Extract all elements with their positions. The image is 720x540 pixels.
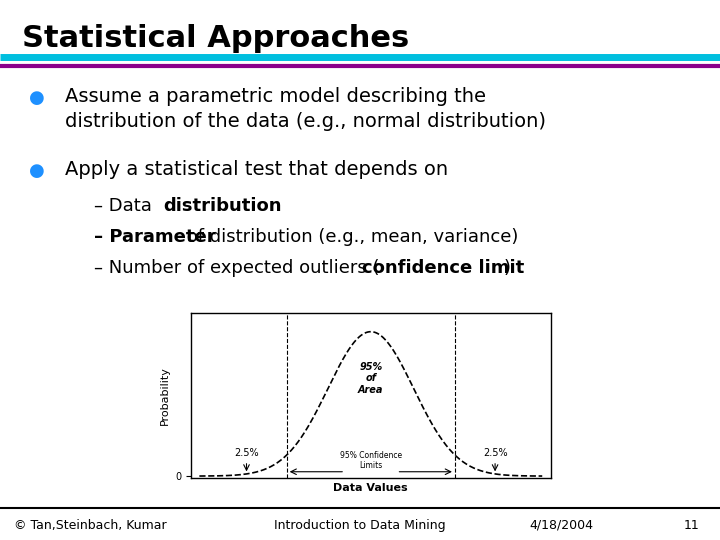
Text: ●: ● bbox=[29, 162, 45, 180]
X-axis label: Data Values: Data Values bbox=[333, 483, 408, 494]
Text: – Parameter: – Parameter bbox=[94, 228, 215, 246]
Text: confidence limit: confidence limit bbox=[362, 259, 524, 276]
Text: Assume a parametric model describing the: Assume a parametric model describing the bbox=[65, 87, 486, 106]
Text: 2.5%: 2.5% bbox=[234, 448, 258, 458]
Text: 11: 11 bbox=[683, 519, 699, 532]
Text: 2.5%: 2.5% bbox=[483, 448, 508, 458]
Text: distribution of the data (e.g., normal distribution): distribution of the data (e.g., normal d… bbox=[65, 112, 546, 131]
Text: – Number of expected outliers (: – Number of expected outliers ( bbox=[94, 259, 379, 276]
Text: 95% Confidence
Limits: 95% Confidence Limits bbox=[340, 451, 402, 470]
Text: © Tan,Steinbach, Kumar: © Tan,Steinbach, Kumar bbox=[14, 519, 167, 532]
Text: of distribution (e.g., mean, variance): of distribution (e.g., mean, variance) bbox=[181, 228, 519, 246]
Y-axis label: Probability: Probability bbox=[159, 366, 169, 425]
Text: distribution: distribution bbox=[163, 197, 282, 215]
Text: ●: ● bbox=[29, 89, 45, 107]
Text: – Data: – Data bbox=[94, 197, 157, 215]
Text: Statistical Approaches: Statistical Approaches bbox=[22, 24, 409, 53]
Text: ): ) bbox=[503, 259, 510, 276]
Text: 95%
of
Area: 95% of Area bbox=[358, 362, 384, 395]
Text: 4/18/2004: 4/18/2004 bbox=[530, 519, 593, 532]
Text: Apply a statistical test that depends on: Apply a statistical test that depends on bbox=[65, 160, 448, 179]
Text: Introduction to Data Mining: Introduction to Data Mining bbox=[274, 519, 446, 532]
